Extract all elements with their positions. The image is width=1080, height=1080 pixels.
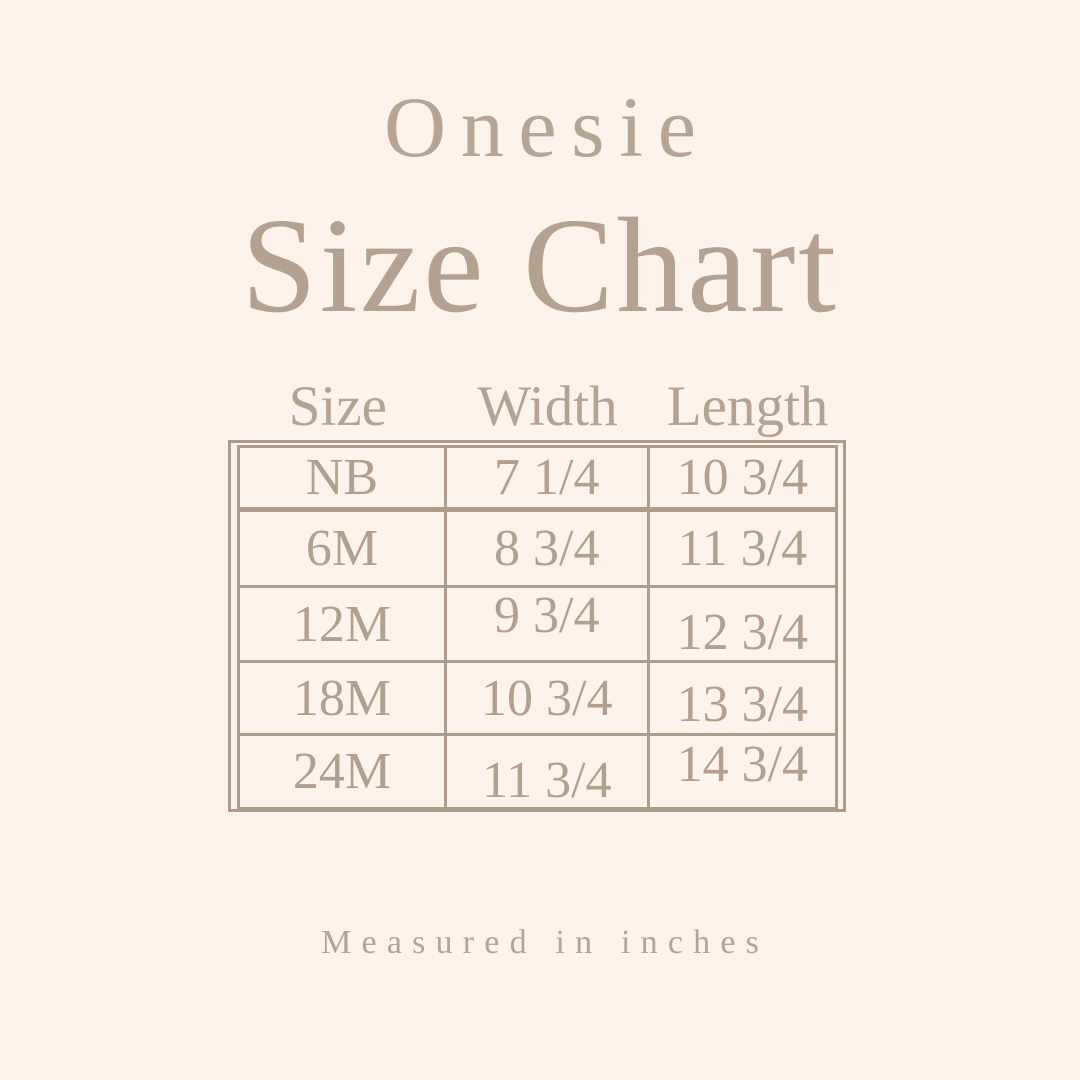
width-value: 11 3/4 [482,752,612,809]
size-value: 12M [292,595,392,653]
width-cell: 10 3/4 [443,660,650,736]
width-cell: 8 3/4 [443,508,650,588]
size-value: 18M [292,669,392,727]
size-value: NB [305,449,379,506]
size-cell: 24M [237,733,447,810]
width-value: 9 3/4 [494,586,600,644]
width-cell: 7 1/4 [443,445,650,512]
width-cell: 11 3/4 [443,733,650,810]
width-value: 10 3/4 [481,669,613,727]
column-header-length: Length [666,375,829,438]
length-cell: 10 3/4 [646,445,839,512]
table-row: 24M 11 3/4 14 3/4 [237,733,839,810]
length-cell: 14 3/4 [646,733,839,810]
table-row: 12M 9 3/4 12 3/4 [237,585,839,663]
length-cell: 12 3/4 [646,585,839,663]
measurement-note: Measured in inches [321,924,770,961]
length-value: 14 3/4 [676,736,809,793]
table-row: 6M 8 3/4 11 3/4 [237,508,839,588]
size-table-frame: NB 7 1/4 10 3/4 6M 8 3/4 11 3/4 12M 9 3/… [228,440,846,812]
size-cell: 18M [237,660,447,736]
length-value: 11 3/4 [677,520,808,577]
table-row: 18M 10 3/4 13 3/4 [237,660,839,736]
length-value: 13 3/4 [676,675,809,733]
column-header-size: Size [288,375,387,438]
page-title: Size Chart [241,191,839,341]
column-header-width: Width [477,375,618,438]
width-cell: 9 3/4 [443,585,650,663]
size-cell: NB [237,445,447,512]
table-row: NB 7 1/4 10 3/4 [237,445,839,512]
product-subtitle: Onesie [384,79,711,175]
length-value: 12 3/4 [676,603,809,661]
table-column-headers: Size Width Length [232,378,844,435]
width-value: 8 3/4 [494,520,600,577]
length-value: 10 3/4 [676,449,809,506]
size-value: 6M [305,520,379,577]
size-value: 24M [292,743,392,800]
size-table: NB 7 1/4 10 3/4 6M 8 3/4 11 3/4 12M 9 3/… [237,445,839,810]
width-value: 7 1/4 [494,449,600,506]
length-cell: 13 3/4 [646,660,839,736]
length-cell: 11 3/4 [646,508,839,588]
size-cell: 6M [237,508,447,588]
size-cell: 12M [237,585,447,663]
